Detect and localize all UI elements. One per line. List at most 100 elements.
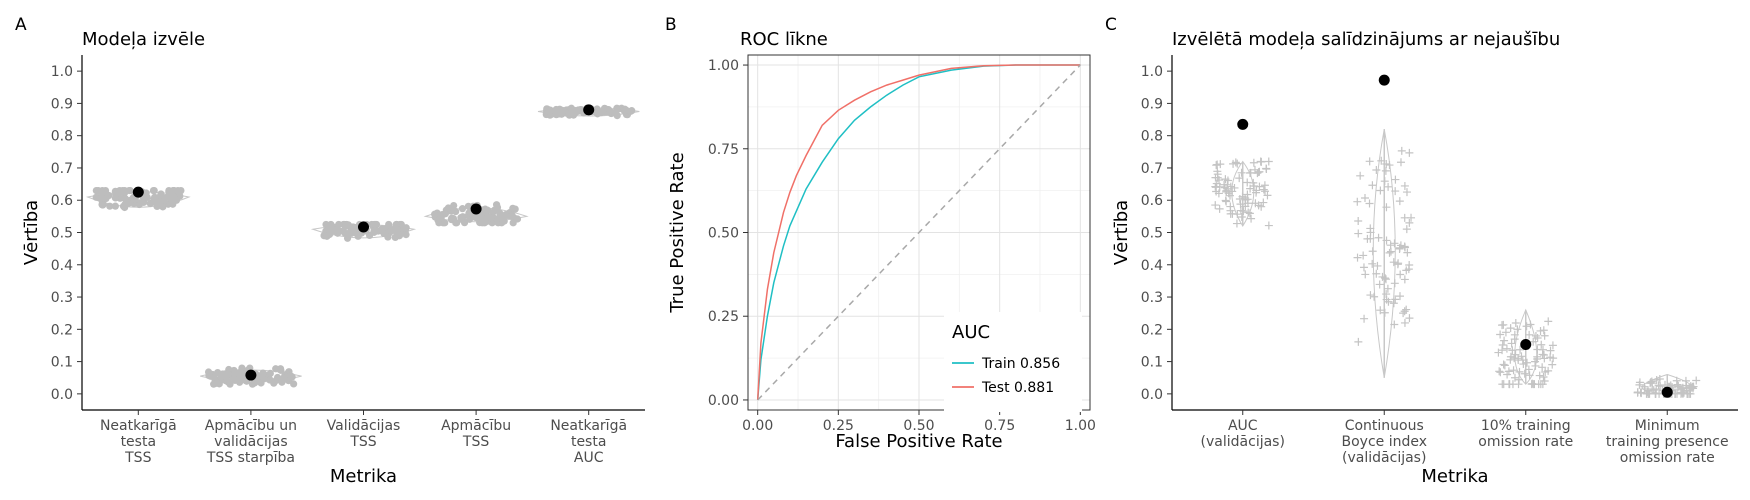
jitter-point	[325, 230, 334, 239]
jitter-point	[1214, 189, 1223, 198]
jitter-point	[231, 376, 239, 384]
jitter-point	[600, 104, 609, 112]
jitter-point	[156, 198, 164, 206]
y-tick-label: 0.7	[51, 161, 73, 177]
jitter-point	[1386, 247, 1395, 256]
jitter-point	[1250, 182, 1259, 191]
jitter-point	[1215, 182, 1224, 191]
jitter-point	[1509, 366, 1518, 375]
jitter-point	[341, 222, 349, 231]
jitter-point	[1220, 183, 1229, 192]
jitter-point	[1396, 241, 1405, 250]
panel-label: C	[1105, 15, 1117, 35]
x-tick-label: Validācijas	[327, 418, 401, 434]
jitter-point	[1519, 360, 1528, 369]
jitter-point	[1383, 284, 1392, 293]
y-tick-label: 1.0	[51, 64, 73, 80]
jitter-point	[1654, 381, 1663, 390]
x-tick-label: testa	[121, 434, 156, 450]
jitter-point	[1372, 269, 1381, 278]
jitter-point	[1252, 186, 1261, 195]
jitter-point	[1526, 320, 1535, 329]
jitter-point	[1395, 197, 1404, 206]
jitter-point	[1253, 169, 1262, 178]
x-tick-label: 0.75	[984, 418, 1015, 434]
jitter-point	[1212, 161, 1221, 170]
y-tick-label: 0.6	[1141, 193, 1163, 209]
jitter-point	[1366, 234, 1375, 243]
jitter-point	[278, 378, 286, 386]
jitter-point	[1646, 378, 1655, 387]
jitter-point	[509, 219, 517, 227]
jitter-point	[1239, 207, 1248, 216]
jitter-point	[1368, 247, 1377, 256]
jitter-point	[1213, 160, 1222, 169]
jitter-point	[613, 104, 621, 112]
jitter-point	[1372, 166, 1381, 175]
jitter-point	[1381, 166, 1390, 175]
selected-model-point	[1237, 118, 1249, 130]
jitter-point	[1681, 376, 1690, 385]
jitter-point	[1674, 382, 1683, 391]
jitter-point	[1548, 341, 1557, 350]
jitter-point	[1391, 295, 1400, 304]
x-tick-label: training presence	[1606, 434, 1729, 450]
jitter-point	[387, 227, 395, 235]
jitter-point	[1259, 185, 1268, 194]
y-tick-label: 1.0	[1141, 64, 1163, 80]
jitter-point	[1394, 259, 1403, 268]
jitter-point	[1361, 270, 1370, 279]
jitter-point	[441, 219, 449, 227]
jitter-point	[1262, 164, 1271, 173]
jitter-point	[458, 205, 467, 213]
y-tick-label: 0.25	[708, 309, 739, 325]
jitter-point	[558, 110, 566, 118]
jitter-point	[1544, 366, 1553, 375]
selected-model-point	[1661, 386, 1673, 398]
jitter-point	[1368, 181, 1377, 190]
jitter-point	[1251, 199, 1260, 208]
x-tick-label: 0.50	[903, 418, 934, 434]
jitter-point	[1540, 354, 1549, 363]
jitter-point	[371, 220, 379, 229]
jitter-point	[1546, 353, 1555, 362]
jitter-point	[444, 204, 452, 212]
x-tick-label: Neatkarīgā	[100, 418, 177, 434]
jitter-point	[1405, 260, 1414, 269]
jitter-point	[1228, 209, 1237, 218]
y-tick-label: 0.0	[51, 387, 73, 403]
jitter-point	[1396, 270, 1405, 279]
jitter-point	[1402, 225, 1411, 234]
x-tick-label: TSS	[349, 434, 376, 450]
y-tick-label: 0.5	[1141, 226, 1163, 242]
jitter-point	[565, 111, 573, 119]
x-tick-label: testa	[571, 434, 606, 450]
jitter-point	[1233, 159, 1242, 168]
legend-entry: Test 0.881	[981, 380, 1054, 396]
roc-series-line	[756, 64, 1081, 401]
jitter-point	[1514, 356, 1523, 365]
x-tick-label: TSS	[124, 450, 151, 466]
jitter-point	[1237, 213, 1246, 222]
jitter-point	[452, 207, 460, 216]
jitter-point	[1354, 337, 1363, 346]
jitter-point	[1400, 307, 1409, 316]
x-tick-label: AUC	[1228, 418, 1258, 434]
jitter-point	[1501, 328, 1510, 337]
jitter-point	[1243, 195, 1252, 204]
jitter-point	[111, 202, 119, 210]
jitter-point	[478, 219, 486, 227]
jitter-point	[1505, 380, 1514, 389]
jitter-point	[1382, 203, 1391, 212]
jitter-point	[1377, 156, 1386, 165]
x-tick-label: (validācijas)	[1342, 450, 1426, 466]
jitter-point	[1389, 299, 1398, 308]
jitter-point	[1370, 292, 1379, 301]
jitter-point	[1360, 314, 1369, 323]
jitter-point	[1215, 176, 1224, 185]
jitter-point	[150, 195, 158, 203]
jitter-point	[1540, 331, 1549, 340]
jitter-point	[1235, 174, 1244, 183]
jitter-point	[277, 366, 285, 374]
jitter-point	[1354, 216, 1363, 225]
